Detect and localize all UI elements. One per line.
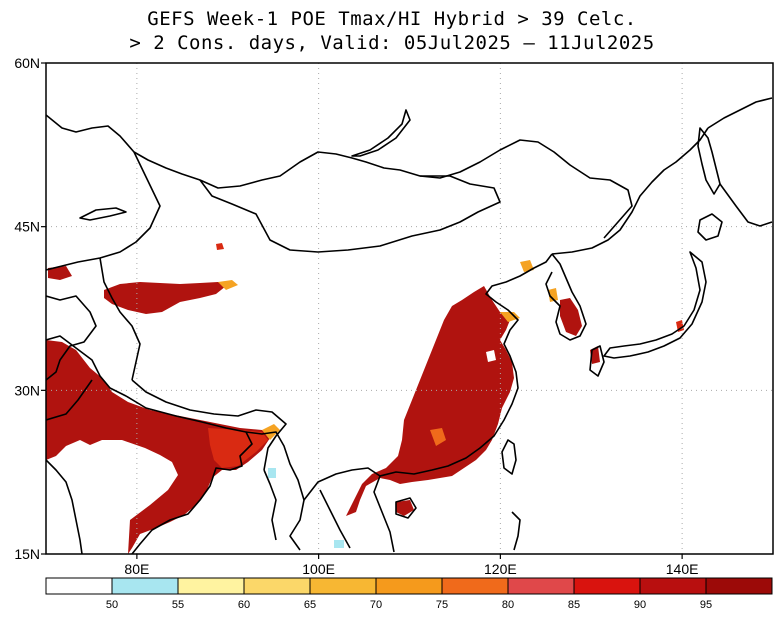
colorbar-swatch: [507, 577, 575, 595]
map-title-line-2: > 2 Cons. days, Valid: 05Jul2025 – 11Jul…: [129, 32, 655, 54]
map-title-line-1: GEFS Week-1 POE Tmax/HI Hybrid > 39 Celc…: [147, 8, 637, 30]
lat-tick-label: 15N: [14, 546, 40, 562]
shade-eastchina-fringe: [500, 312, 520, 322]
shade-tarim-edge: [218, 280, 238, 290]
colorbar-swatch: [639, 577, 707, 595]
coastlines-and-borders: [46, 97, 773, 554]
colorbar-swatch: [243, 577, 311, 595]
colorbar-label: 80: [502, 599, 514, 611]
colorbar-swatch: [441, 577, 509, 595]
probability-shading: [46, 243, 684, 554]
shade-india: [46, 340, 270, 554]
shade-eastchina: [346, 286, 514, 516]
colorbar: 50 55 60 65 70 75 80 85 90 95: [45, 577, 773, 611]
latitude-axis: 60N 45N 30N 15N: [14, 55, 46, 562]
shade-neChina: [520, 260, 534, 272]
colorbar-swatch: [111, 577, 179, 595]
colorbar-label: 85: [568, 599, 580, 611]
longitude-axis: 80E 100E 120E 140E: [124, 554, 698, 577]
colorbar-swatch: [309, 577, 377, 595]
shade-tarim-dot: [216, 243, 224, 250]
colorbar-label: 95: [700, 599, 712, 611]
lat-tick-label: 60N: [14, 55, 40, 71]
colorbar-label: 65: [304, 599, 316, 611]
shade-eastchina-hole-1: [430, 428, 446, 446]
colorbar-label: 70: [370, 599, 382, 611]
shade-korea: [560, 298, 582, 336]
colorbar-swatch: [45, 577, 113, 595]
shade-tarim: [104, 282, 226, 314]
colorbar-swatch: [573, 577, 641, 595]
shade-light-2: [334, 540, 344, 548]
colorbar-swatch: [705, 577, 773, 595]
lat-tick-label: 45N: [14, 219, 40, 235]
shade-korea-fringe: [548, 288, 558, 302]
colorbar-label: 60: [238, 599, 250, 611]
shade-india-edge: [208, 428, 268, 468]
colorbar-label: 90: [634, 599, 646, 611]
colorbar-label: 55: [172, 599, 184, 611]
lon-tick-label: 80E: [124, 561, 149, 577]
colorbar-swatch: [375, 577, 443, 595]
colorbar-label: 50: [106, 599, 118, 611]
shade-light-1: [268, 468, 276, 478]
shade-eastchina-hole-2: [486, 350, 496, 362]
map-frame: [45, 62, 774, 555]
lon-tick-label: 100E: [302, 561, 335, 577]
colorbar-swatch: [177, 577, 245, 595]
lon-tick-label: 140E: [666, 561, 699, 577]
colorbar-label: 75: [436, 599, 448, 611]
lon-tick-label: 120E: [484, 561, 517, 577]
map-grid: [46, 63, 773, 554]
shade-hainan: [396, 500, 414, 516]
lat-tick-label: 30N: [14, 382, 40, 398]
shade-caspian: [48, 266, 72, 280]
